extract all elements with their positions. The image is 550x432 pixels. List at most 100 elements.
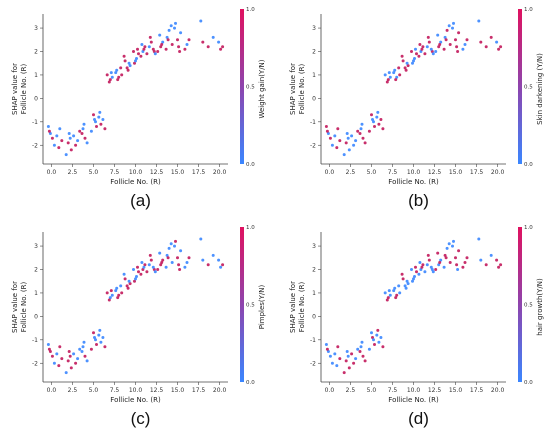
scatter-point [388, 293, 392, 297]
scatter-point [404, 68, 408, 72]
scatter-point [120, 291, 124, 295]
panel-letter: (a) [130, 191, 151, 210]
scatter-point [354, 139, 358, 143]
scatter-point [55, 352, 59, 356]
scatter-point [411, 279, 414, 283]
scatter-point [372, 338, 375, 342]
scatter-point [147, 45, 151, 49]
scatter-point [136, 265, 139, 269]
scatter-point [108, 296, 112, 300]
scatter-point [344, 359, 348, 363]
scatter-point [335, 146, 339, 150]
chart-panel-a: 0.0 2.5 5.0 7.5 10.0 12.5 15.0 17.5 20.0 -2 -1 0 1 2 3… [11, 7, 266, 210]
scatter-point [78, 129, 82, 133]
scatter-point [142, 47, 146, 51]
scatter-point [401, 277, 405, 281]
scatter-point [165, 253, 169, 257]
scatter-point [354, 357, 358, 361]
y-axis-label-line1: SHAP value for [289, 63, 297, 115]
scatter-point [187, 256, 191, 260]
scatter-point [137, 52, 140, 56]
scatter-point [438, 261, 442, 264]
scatter-point [338, 357, 342, 361]
scatter-point [400, 54, 404, 58]
scatter-point [418, 261, 422, 264]
scatter-point [60, 139, 64, 143]
x-tick-label: 2.5 [68, 169, 78, 176]
scatter-point [81, 127, 85, 131]
scatter-point [93, 336, 96, 339]
scatter-point [338, 139, 342, 143]
scatter-point [333, 352, 337, 356]
scatter-point [119, 66, 123, 70]
scatter-point [97, 115, 101, 119]
panel-letter: (d) [408, 409, 429, 428]
scatter-point [178, 268, 182, 271]
scatter-point [153, 52, 157, 56]
scatter-point [423, 270, 427, 274]
y-tick-label: 2 [34, 49, 38, 56]
scatter-point [170, 43, 174, 46]
scatter-point [142, 265, 146, 269]
scatter-point [393, 68, 397, 72]
scatter-point [99, 122, 103, 126]
scatter-point [161, 40, 165, 44]
colorbar-tick-label: 1.0 [524, 7, 533, 13]
scatter-point [438, 43, 442, 46]
scatter-point [484, 263, 488, 267]
scatter-point [342, 371, 346, 375]
scatter-point [457, 249, 461, 253]
scatter-point [120, 73, 124, 77]
scatter-point [385, 298, 389, 302]
scatter-point [136, 47, 139, 51]
scatter-point [219, 47, 223, 51]
scatter-point [376, 110, 380, 114]
scatter-point [199, 237, 203, 241]
x-tick-label: 0.0 [325, 169, 335, 176]
scatter-point [105, 73, 109, 77]
y-tick-label: 0 [34, 313, 38, 320]
x-tick-label: 12.5 [428, 169, 442, 176]
scatter-point [495, 258, 499, 262]
scatter-point [410, 50, 413, 53]
scatter-point [98, 328, 102, 332]
scatter-point [325, 129, 329, 133]
scatter-point [140, 43, 144, 46]
scatter-point [95, 343, 98, 346]
scatter-point [82, 340, 86, 344]
colorbar-label: hair growth(Y/N) [536, 278, 544, 336]
scatter-point [394, 78, 398, 82]
scatter-point [386, 78, 390, 82]
x-tick-label: 12.5 [150, 387, 164, 394]
scatter-point [484, 45, 488, 49]
x-tick-label: 5.0 [367, 169, 377, 176]
scatter-point [107, 80, 111, 84]
scatter-point [443, 35, 447, 39]
scatter-point [442, 47, 446, 51]
colorbar-label: Skin darkening (Y/N) [536, 53, 544, 125]
scatter-point [427, 40, 431, 44]
scatter-point [417, 272, 421, 276]
scatter-point [57, 146, 61, 150]
scatter-point [451, 26, 454, 30]
scatter-point [419, 50, 423, 53]
scatter-point [119, 284, 123, 288]
scatter-point [410, 268, 413, 271]
scatter-point [72, 352, 76, 356]
colorbar-tick-label: 0.5 [246, 303, 255, 309]
x-tick-label: 12.5 [428, 387, 442, 394]
y-axis-label-line2: Follicle No. (R) [298, 64, 306, 115]
scatter-point [110, 293, 114, 297]
scatter-point [345, 350, 349, 353]
scatter-point [415, 52, 418, 56]
scatter-point [50, 136, 54, 140]
scatter-point [360, 122, 364, 126]
scatter-point [412, 59, 415, 63]
scatter-point [93, 118, 96, 121]
scatter-point [429, 265, 433, 269]
scatter-point [358, 350, 362, 353]
scatter-point [381, 127, 385, 131]
scatter-point [445, 246, 449, 250]
scatter-point [359, 345, 363, 349]
scatter-point [52, 361, 56, 365]
